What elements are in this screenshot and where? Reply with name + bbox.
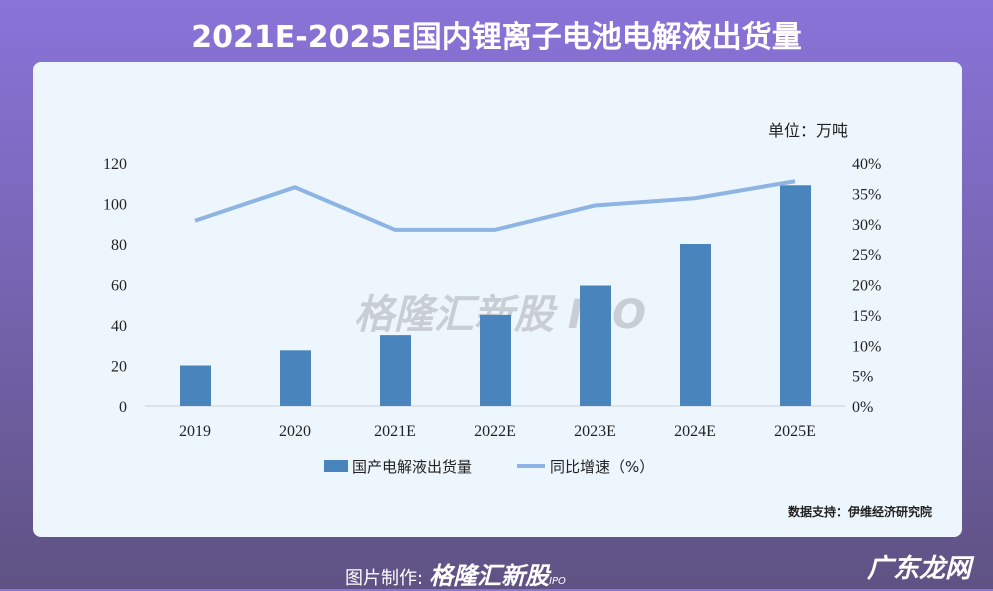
unit-label: 单位：万吨 xyxy=(768,121,848,140)
left-tick-label: 120 xyxy=(103,156,127,173)
right-tick-label: 40% xyxy=(852,156,881,173)
right-tick-label: 20% xyxy=(852,278,881,295)
left-tick-label: 20 xyxy=(111,359,127,376)
footer-brand-sub: IPO xyxy=(549,576,566,587)
x-tick-label: 2022E xyxy=(474,423,516,440)
footer: 图片制作: 格隆汇新股IPO xyxy=(345,556,566,591)
bar-2021E xyxy=(380,335,411,406)
bar-2025E xyxy=(780,185,811,406)
bar-2024E xyxy=(680,244,711,406)
bar-2023E xyxy=(580,286,611,406)
left-tick-label: 100 xyxy=(103,197,127,214)
left-tick-label: 80 xyxy=(111,237,127,254)
x-tick-label: 2021E xyxy=(374,423,416,440)
site-logo: 广东龙网 xyxy=(867,548,971,585)
growth-line xyxy=(195,181,795,230)
legend-label-bar: 国产电解液出货量 xyxy=(352,458,472,476)
left-tick-label: 60 xyxy=(111,278,127,295)
right-tick-label: 15% xyxy=(852,308,881,325)
left-tick-label: 0 xyxy=(119,399,127,416)
footer-brand: 格隆汇新股 xyxy=(429,562,549,590)
right-tick-label: 10% xyxy=(852,338,881,355)
left-tick-label: 40 xyxy=(111,318,127,335)
bar-2020 xyxy=(280,350,311,406)
right-tick-label: 0% xyxy=(852,399,873,416)
legend-label-line: 同比增速（%） xyxy=(550,458,654,476)
footer-label: 图片制作: xyxy=(345,568,423,589)
source-note: 数据支持：伊维经济研究院 xyxy=(788,504,932,519)
legend-swatch-bar xyxy=(324,460,348,472)
x-tick-label: 2023E xyxy=(574,423,616,440)
bar-2019 xyxy=(180,366,211,407)
x-tick-label: 2024E xyxy=(674,423,716,440)
right-tick-label: 35% xyxy=(852,186,881,203)
right-tick-label: 25% xyxy=(852,247,881,264)
right-tick-label: 30% xyxy=(852,217,881,234)
x-tick-label: 2020 xyxy=(279,423,311,440)
x-tick-label: 2025E xyxy=(774,423,816,440)
x-tick-label: 2019 xyxy=(179,423,211,440)
right-tick-label: 5% xyxy=(852,369,873,386)
bar-2022E xyxy=(480,315,511,406)
